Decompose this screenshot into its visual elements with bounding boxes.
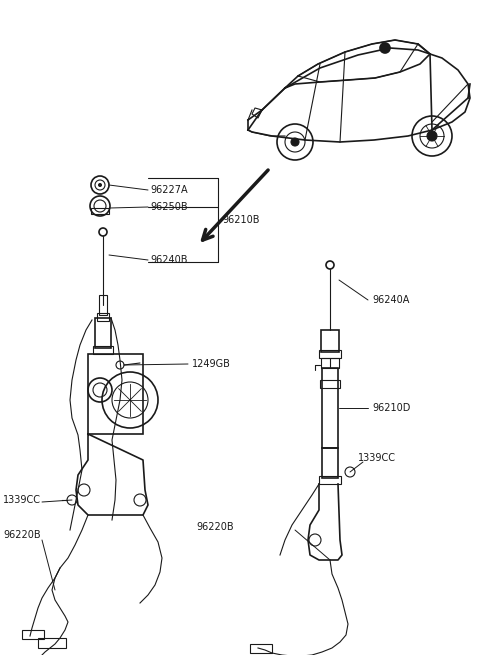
Bar <box>38 638 66 648</box>
Circle shape <box>291 138 299 146</box>
Bar <box>321 330 339 352</box>
Text: 1339CC: 1339CC <box>358 453 396 463</box>
Bar <box>95 318 111 348</box>
Text: 96227A: 96227A <box>150 185 188 195</box>
Text: 1339CC: 1339CC <box>3 495 41 505</box>
Bar <box>93 346 113 354</box>
Bar <box>88 354 143 434</box>
Circle shape <box>427 131 437 141</box>
Text: 96220B: 96220B <box>196 522 234 532</box>
Text: 96210B: 96210B <box>222 215 260 225</box>
Bar <box>322 448 338 478</box>
Bar <box>319 476 341 484</box>
Circle shape <box>98 183 102 187</box>
Text: 1249GB: 1249GB <box>192 359 231 369</box>
Bar <box>321 358 339 368</box>
Bar <box>319 350 341 358</box>
Text: 96240B: 96240B <box>150 255 188 265</box>
Bar <box>250 644 272 653</box>
Text: 96250B: 96250B <box>150 202 188 212</box>
Text: 96210D: 96210D <box>372 403 410 413</box>
Bar <box>320 380 340 388</box>
Bar <box>322 368 338 448</box>
Bar <box>97 313 109 321</box>
Bar <box>91 208 109 214</box>
Text: 96220B: 96220B <box>3 530 41 540</box>
Bar <box>99 295 107 315</box>
Text: 96240A: 96240A <box>372 295 409 305</box>
Bar <box>22 630 44 639</box>
Circle shape <box>380 43 390 53</box>
